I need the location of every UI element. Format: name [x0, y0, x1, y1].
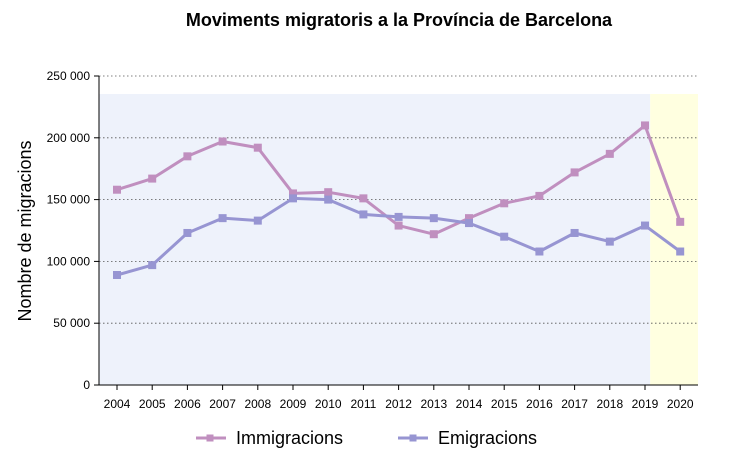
x-tick-label: 2014: [456, 397, 483, 411]
y-tick-label: 250 000: [47, 69, 91, 83]
plot-area: 0 50 000 100 000 150 000 200 000 250 000 2004 2…: [47, 69, 698, 411]
plot-background: [99, 94, 651, 385]
x-tick-label: 2019: [632, 397, 659, 411]
data-point-immigracions-2018[interactable]: [605, 149, 614, 158]
data-point-emigracions-2010[interactable]: [324, 195, 333, 204]
legend-label-immigracions: Immigracions: [236, 428, 343, 448]
y-axis-label: Nombre de migracions: [15, 140, 35, 321]
data-point-immigracions-2008[interactable]: [253, 143, 262, 152]
x-tick-label: 2005: [139, 397, 166, 411]
x-tick-label: 2012: [385, 397, 412, 411]
legend-item-immigracions[interactable]: Immigracions: [196, 428, 343, 448]
data-point-emigracions-2014[interactable]: [465, 219, 473, 228]
data-point-emigracions-2011[interactable]: [359, 210, 368, 219]
x-tick-label: 2018: [596, 397, 623, 411]
data-point-immigracions-2006[interactable]: [183, 152, 192, 161]
data-point-emigracions-2020[interactable]: [676, 247, 685, 256]
x-tick-label: 2020: [667, 397, 694, 411]
legend-marker-emigracions: [409, 434, 417, 442]
data-point-immigracions-2020[interactable]: [676, 217, 685, 226]
legend: Immigracions Emigracions: [196, 428, 537, 448]
data-point-emigracions-2012[interactable]: [394, 212, 403, 221]
x-tick-label: 2013: [420, 397, 447, 411]
data-point-emigracions-2004[interactable]: [113, 270, 121, 279]
data-point-immigracions-2017[interactable]: [570, 168, 579, 177]
data-point-emigracions-2015[interactable]: [500, 232, 509, 241]
data-point-immigracions-2007[interactable]: [218, 137, 227, 146]
x-tick-label: 2006: [174, 397, 201, 411]
data-point-immigracions-2013[interactable]: [429, 230, 438, 239]
data-point-immigracions-2010[interactable]: [324, 188, 333, 197]
y-tick-label: 50 000: [53, 316, 90, 330]
legend-label-emigracions: Emigracions: [438, 428, 537, 448]
data-point-emigracions-2007[interactable]: [218, 214, 227, 223]
data-point-immigracions-2019[interactable]: [641, 121, 649, 130]
data-point-emigracions-2009[interactable]: [289, 194, 297, 203]
x-tick-label: 2007: [209, 397, 236, 411]
data-point-immigracions-2004[interactable]: [113, 185, 121, 194]
y-tick-label: 150 000: [47, 193, 91, 207]
data-point-emigracions-2006[interactable]: [183, 228, 192, 237]
y-tick-label: 200 000: [47, 131, 91, 145]
highlight-band-2020: [650, 94, 698, 385]
data-point-emigracions-2016[interactable]: [535, 247, 544, 256]
x-tick-label: 2011: [350, 397, 376, 411]
data-point-immigracions-2015[interactable]: [500, 199, 509, 208]
legend-marker-immigracions: [206, 434, 214, 442]
data-point-emigracions-2005[interactable]: [148, 261, 157, 270]
legend-item-emigracions[interactable]: Emigracions: [398, 428, 537, 448]
data-point-immigracions-2009[interactable]: [289, 189, 297, 198]
chart-title: Moviments migratoris a la Província de B…: [186, 10, 613, 30]
y-tick-label: 0: [83, 378, 90, 392]
data-point-immigracions-2016[interactable]: [535, 191, 544, 200]
x-tick-label: 2016: [526, 397, 553, 411]
data-point-emigracions-2013[interactable]: [429, 214, 438, 223]
data-point-emigracions-2008[interactable]: [253, 216, 262, 225]
x-tick-label: 2010: [315, 397, 342, 411]
x-tick-label: 2004: [104, 397, 131, 411]
data-point-immigracions-2012[interactable]: [394, 221, 403, 230]
data-point-immigracions-2005[interactable]: [148, 174, 157, 183]
x-tick-label: 2009: [280, 397, 307, 411]
data-point-emigracions-2019[interactable]: [641, 221, 649, 230]
data-point-emigracions-2017[interactable]: [570, 228, 579, 237]
data-point-immigracions-2011[interactable]: [359, 194, 368, 203]
data-point-immigracions-2014[interactable]: [465, 214, 473, 223]
y-tick-label: 100 000: [47, 254, 91, 268]
x-tick-label: 2017: [561, 397, 588, 411]
x-tick-label: 2008: [244, 397, 271, 411]
data-point-emigracions-2018[interactable]: [605, 237, 614, 246]
x-tick-label: 2015: [491, 397, 518, 411]
